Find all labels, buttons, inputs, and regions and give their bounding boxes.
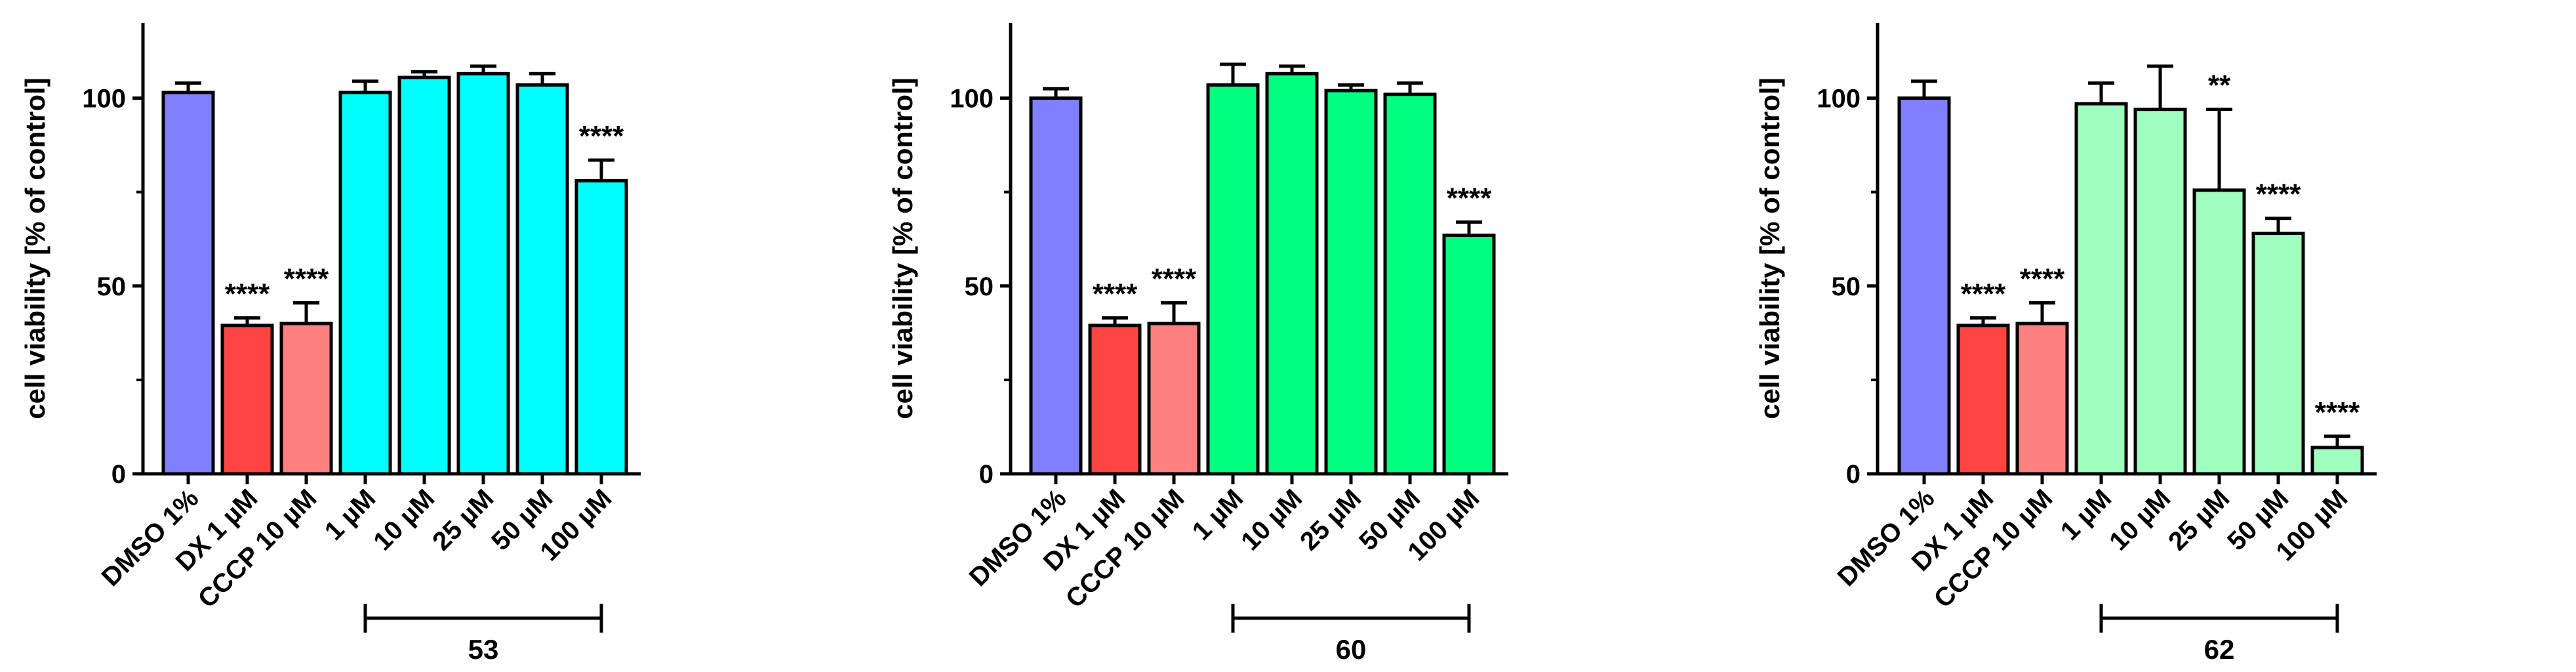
y-axis-label: cell viability [% of control] [1754,77,1785,419]
y-tick-label: 100 [1817,85,1861,114]
y-tick-label: 50 [97,272,127,301]
bar [1088,324,1142,476]
bar [515,83,569,476]
bar [1442,233,1496,476]
bar [161,91,215,476]
bar [1206,83,1260,476]
significance-label: **** [2020,263,2065,295]
significance-label: **** [2315,396,2360,429]
y-tick-label: 100 [950,85,994,114]
significance-label: **** [2256,178,2301,211]
bar [1897,96,1951,476]
significance-label: **** [225,278,270,310]
significance-label: ** [2208,70,2231,102]
y-tick-label: 0 [1846,460,1861,489]
bar [456,72,510,476]
group-label: 62 [2204,634,2235,665]
significance-label: **** [1152,263,1197,295]
bar [1956,324,2010,476]
group-label: 60 [1336,634,1367,665]
x-tick-label: 10 µM [2104,484,2176,556]
y-tick-label: 50 [965,272,994,301]
bar [2310,446,2364,476]
bar [397,75,451,476]
x-tick-label: 10 µM [1236,484,1308,556]
x-tick-label: 25 µM [1295,484,1367,556]
bar [2133,108,2187,476]
significance-label: **** [1961,278,2006,310]
y-tick-label: 0 [111,460,126,489]
bar [1029,96,1083,476]
bar [2251,232,2305,476]
bar [1265,72,1319,476]
x-tick-label: 10 µM [368,484,440,556]
bar [2015,322,2069,476]
significance-label: **** [1093,278,1138,310]
bar [2074,102,2128,476]
bar [1147,322,1201,476]
x-tick-label: 25 µM [2163,484,2235,556]
bar [220,324,274,476]
group-label: 53 [468,634,499,665]
y-axis-label: cell viability [% of control] [887,77,918,419]
bar [338,91,392,476]
bar [1383,93,1437,476]
bar [279,322,333,476]
significance-label: **** [284,263,329,295]
y-axis-label: cell viability [% of control] [20,77,50,419]
significance-label: **** [579,120,624,152]
significance-label: **** [1447,182,1492,214]
bar [574,178,628,476]
bar [1324,89,1378,476]
x-tick-label: 25 µM [427,484,499,556]
y-tick-label: 50 [1832,272,1861,301]
y-tick-label: 100 [82,85,126,114]
y-tick-label: 0 [979,460,994,489]
bar [2192,188,2246,476]
